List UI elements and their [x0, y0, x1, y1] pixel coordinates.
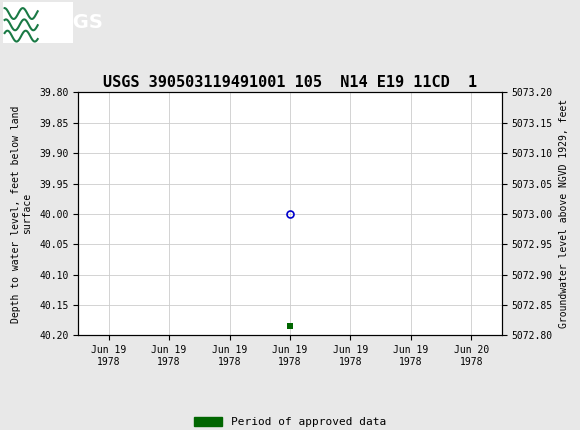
Text: USGS: USGS [44, 13, 103, 32]
Legend: Period of approved data: Period of approved data [190, 413, 390, 430]
Bar [3, 2, 72, 43]
Y-axis label: Groundwater level above NGVD 1929, feet: Groundwater level above NGVD 1929, feet [560, 99, 570, 329]
Text: USGS 390503119491001 105  N14 E19 11CD  1: USGS 390503119491001 105 N14 E19 11CD 1 [103, 75, 477, 90]
Y-axis label: Depth to water level, feet below land
surface: Depth to water level, feet below land su… [10, 105, 32, 322]
